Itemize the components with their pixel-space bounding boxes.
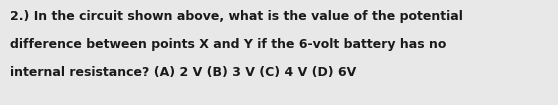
Text: difference between points X and Y if the 6-volt battery has no: difference between points X and Y if the… — [10, 38, 446, 51]
Text: internal resistance? (A) 2 V (B) 3 V (C) 4 V (D) 6V: internal resistance? (A) 2 V (B) 3 V (C)… — [10, 66, 356, 79]
Text: 2.) In the circuit shown above, what is the value of the potential: 2.) In the circuit shown above, what is … — [10, 10, 463, 23]
